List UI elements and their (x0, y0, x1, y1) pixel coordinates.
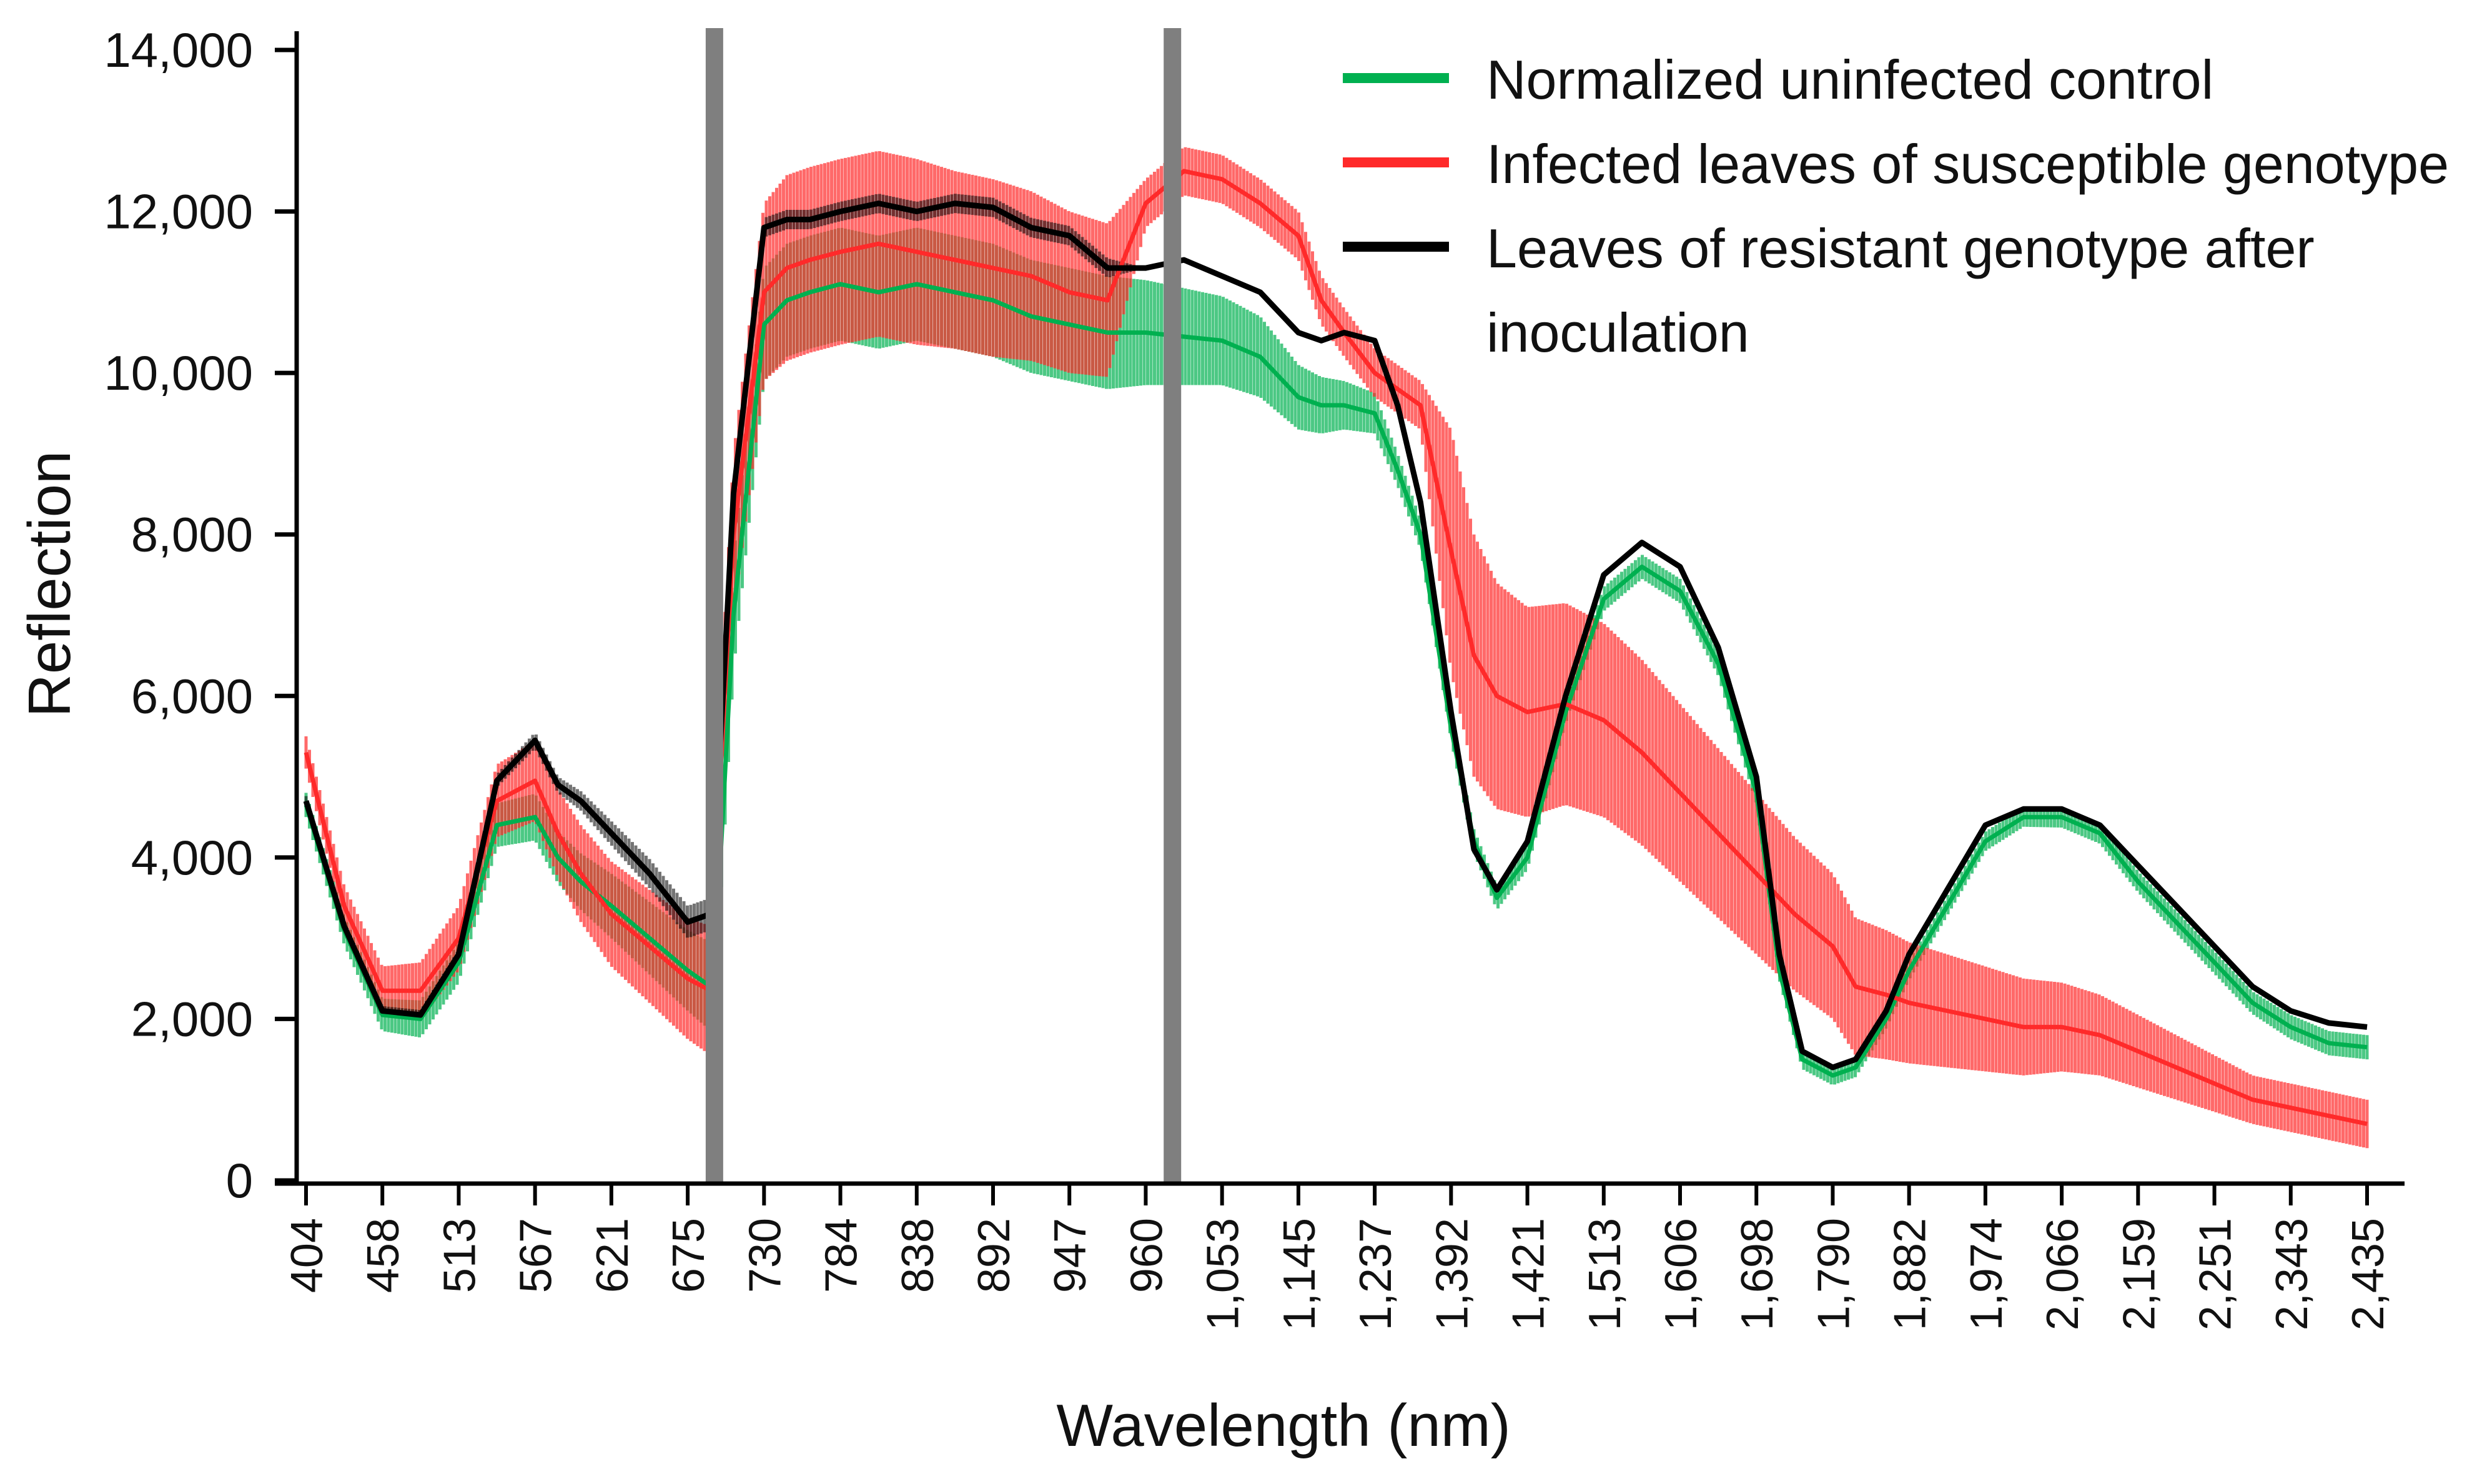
x-tick-label: 2,435 (2343, 1218, 2393, 1330)
x-tick-label: 1,145 (1275, 1218, 1325, 1330)
axes-layer (275, 31, 2405, 1186)
x-tick-label: 2,159 (2114, 1218, 2164, 1330)
x-tick-label: 730 (740, 1218, 790, 1293)
band-marker-2 (1164, 28, 1182, 1184)
y-tick-label: 14,000 (104, 22, 253, 77)
legend-label-leaves-of-resistant-genotype-after: inoculation (1486, 302, 1749, 364)
series-line-normalized-uninfected-control (304, 282, 2368, 1078)
x-tick-label: 1,606 (1656, 1218, 1706, 1330)
series-lines-layer (303, 169, 2368, 1126)
x-tick-label: 458 (358, 1218, 408, 1293)
x-tick-label: 1,392 (1427, 1218, 1477, 1330)
y-tick-label: 2,000 (131, 991, 253, 1046)
series-line-infected-leaves-of-susceptible-genotype (304, 169, 2368, 1126)
y-tick-label: 4,000 (131, 830, 253, 885)
y-ticks-layer: 0 2,000 4,000 6,000 8,000 10,000 12,000 14,000 (104, 22, 297, 1208)
legend-label-leaves-of-resistant-genotype-after: Leaves of resistant genotype after (1486, 217, 2315, 279)
x-ticks-layer: 404 458 513 567 621 675 730 784 838 892 947 960 1,05… (282, 1184, 2393, 1330)
legend: Normalized uninfected control Infected le… (1343, 49, 2449, 364)
x-tick-label: 947 (1046, 1218, 1095, 1293)
x-tick-label: 513 (435, 1218, 485, 1293)
x-tick-label: 784 (817, 1218, 867, 1293)
x-tick-label: 675 (664, 1218, 714, 1293)
x-tick-label: 1,237 (1351, 1218, 1401, 1330)
x-tick-label: 1,513 (1580, 1218, 1630, 1330)
x-tick-label: 892 (969, 1218, 1019, 1293)
x-tick-label: 2,343 (2267, 1218, 2317, 1330)
legend-label-infected-leaves-of-susceptible-genotype: Infected leaves of susceptible genotype (1486, 133, 2449, 195)
x-tick-label: 838 (893, 1218, 943, 1293)
x-tick-label: 1,053 (1199, 1218, 1248, 1330)
x-tick-label: 1,698 (1733, 1218, 1782, 1330)
x-tick-label: 1,790 (1809, 1218, 1859, 1330)
y-tick-label: 8,000 (131, 507, 253, 562)
x-tick-label: 1,421 (1504, 1218, 1554, 1330)
x-tick-label: 1,882 (1886, 1218, 1936, 1330)
band-markers-layer (705, 28, 1182, 1184)
x-tick-label: 621 (588, 1218, 638, 1293)
legend-label-normalized-uninfected-control: Normalized uninfected control (1486, 49, 2213, 111)
x-tick-label: 1,974 (1962, 1218, 2012, 1330)
y-tick-label: 6,000 (131, 668, 253, 723)
band-marker-1 (705, 28, 723, 1184)
x-tick-label: 567 (512, 1218, 561, 1293)
y-tick-label: 12,000 (104, 184, 253, 239)
x-axis-title: Wavelength (nm) (1056, 1392, 1510, 1459)
x-tick-label: 960 (1122, 1218, 1172, 1293)
x-tick-label: 2,251 (2191, 1218, 2241, 1330)
y-tick-label: 10,000 (104, 345, 253, 400)
y-tick-label: 0 (226, 1153, 253, 1208)
x-tick-label: 2,066 (2038, 1218, 2088, 1330)
x-tick-label: 404 (282, 1218, 332, 1293)
y-axis-title: Reflection (16, 451, 83, 718)
series-line-leaves-of-resistant-genotype-after-inoculation (303, 200, 2368, 1071)
